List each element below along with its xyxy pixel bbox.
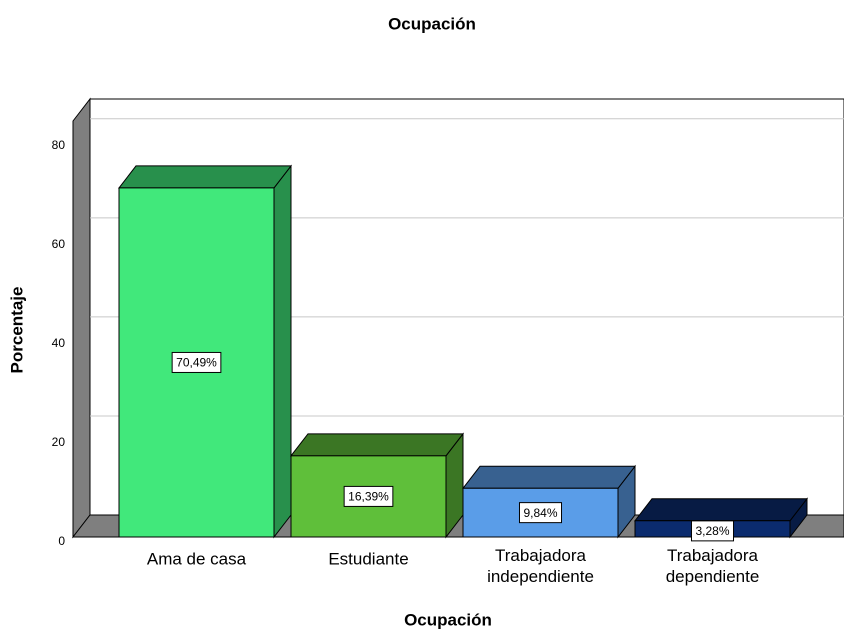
y-tick-label: 0 [58,534,65,548]
value-label: 9,84% [523,506,557,520]
value-label-box [171,351,222,373]
value-label: 70,49% [176,356,217,370]
value-label-box [690,520,735,542]
left-wall [72,97,91,539]
x-tick-label: Ama de casa [147,549,247,568]
y-tick-label: 80 [52,138,66,152]
chart-title: Ocupación [388,14,476,33]
bar-top [117,165,293,189]
bar [289,432,465,539]
value-label-box [343,485,394,507]
bar [461,464,637,539]
x-tick-label: Estudiante [328,549,408,568]
y-tick-label: 60 [52,237,66,251]
bar-top [461,465,637,489]
x-tick-label: Trabajadora independiente [487,546,594,586]
y-tick-label: 40 [52,336,66,350]
bar [633,497,809,539]
bar [117,164,293,539]
bar-side [273,164,292,539]
bar-top [289,433,465,457]
x-tick-label: Trabajadora dependiente [666,546,760,586]
value-label: 3,28% [695,524,729,538]
y-axis-title: Porcentaje [7,287,26,374]
value-label-box [518,502,563,524]
y-tick-label: 20 [52,435,66,449]
bar-top [633,498,809,522]
value-label: 16,39% [348,490,389,504]
x-axis-title: Ocupación [404,610,492,629]
